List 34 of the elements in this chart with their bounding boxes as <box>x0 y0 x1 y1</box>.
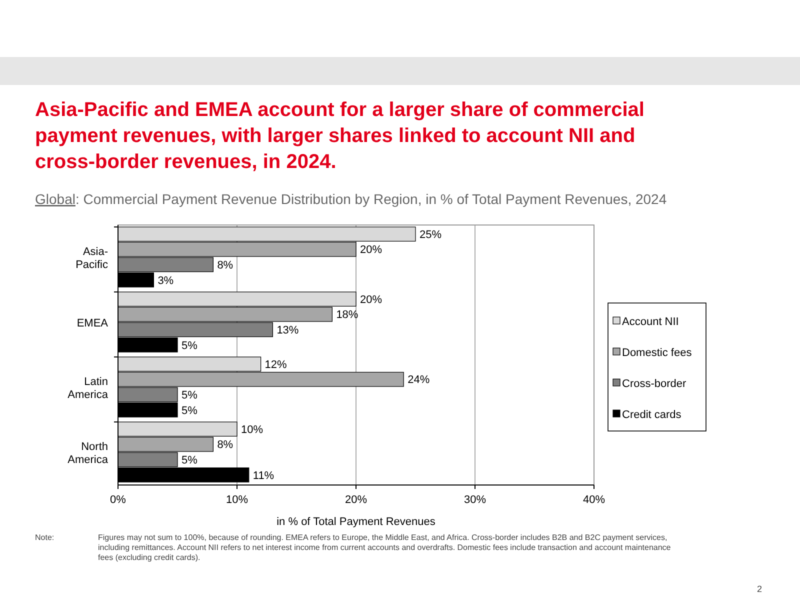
data-label: 5% <box>182 404 198 417</box>
y-tick-label: Latin America <box>68 376 109 401</box>
legend-label: Cross-border <box>622 378 687 390</box>
chart-subtitle: Global: Commercial Payment Revenue Distribution by Region, in % of Total Payment Revenues, 2024 <box>35 191 667 207</box>
legend-label: Domestic fees <box>622 346 692 359</box>
data-label: 5% <box>182 340 198 352</box>
x-tick-label: 30% <box>464 494 486 506</box>
x-tick-label: 0% <box>110 494 126 506</box>
data-label: 18% <box>336 309 358 322</box>
data-label: 24% <box>408 374 430 386</box>
legend-label: Credit cards <box>622 408 682 421</box>
data-label: 12% <box>264 358 288 371</box>
data-label: 10% <box>241 424 264 436</box>
data-label: 5% <box>182 454 198 466</box>
text: Note: Figures may not sum to 100%, because of rounding. EMEA refers to Europe, the Middle East, and Africa. Cross-border includes B2B and B2C payment services, including remittances. Account NII refers to net interest income from current accounts and overdrafts. Domestic fees include transaction and account maintenance fees (excluding credit cards). <box>35 533 671 562</box>
data-label: 5% <box>182 389 198 402</box>
y-tick-label: EMEA <box>76 317 109 330</box>
y-tick-label: North America <box>68 440 109 466</box>
data-label: 20% <box>360 244 382 256</box>
y-tick-label: Asia-Pacific <box>76 246 108 271</box>
chart-title: Asia-Pacific and EMEA account for a larger share of commercial payment revenues, with larger shares linked to account NII and cross-border revenues, in 2024. <box>35 99 644 173</box>
data-label: 13% <box>276 324 299 336</box>
x-tick-label: 40% <box>582 494 606 506</box>
data-label: 25% <box>420 228 442 241</box>
legend-label: Account NII <box>622 316 679 328</box>
data-label: 3% <box>158 274 174 287</box>
x-tick-label: 10% <box>226 494 248 506</box>
x-tick-label: 20% <box>344 494 368 506</box>
data-label: 20% <box>360 294 382 306</box>
data-label: 8% <box>217 259 234 272</box>
data-label: 8% <box>217 439 234 452</box>
data-label: 11% <box>252 470 274 482</box>
x-axis-title: in % of Total Payment Revenues <box>276 516 436 528</box>
text: 2 <box>756 584 762 594</box>
